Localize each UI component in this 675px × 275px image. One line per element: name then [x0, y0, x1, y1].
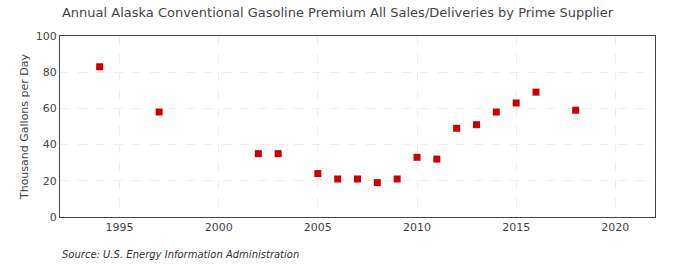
svg-text:Annual Alaska Conventional Gas: Annual Alaska Conventional Gasoline Prem…	[62, 5, 614, 20]
svg-text:100: 100	[36, 30, 57, 43]
svg-text:2005: 2005	[304, 221, 332, 234]
svg-text:Thousand Gallons per Day: Thousand Gallons per Day	[18, 53, 31, 200]
svg-text:2015: 2015	[502, 221, 530, 234]
svg-text:0: 0	[50, 211, 57, 224]
svg-text:80: 80	[43, 66, 57, 79]
svg-text:40: 40	[43, 138, 57, 151]
svg-text:2010: 2010	[403, 221, 431, 234]
svg-text:60: 60	[43, 102, 57, 115]
svg-text:Source: U.S. Energy Informatio: Source: U.S. Energy Information Administ…	[62, 249, 299, 260]
svg-text:2000: 2000	[205, 221, 233, 234]
svg-text:1995: 1995	[106, 221, 134, 234]
svg-text:2020: 2020	[601, 221, 629, 234]
svg-text:20: 20	[43, 175, 57, 188]
